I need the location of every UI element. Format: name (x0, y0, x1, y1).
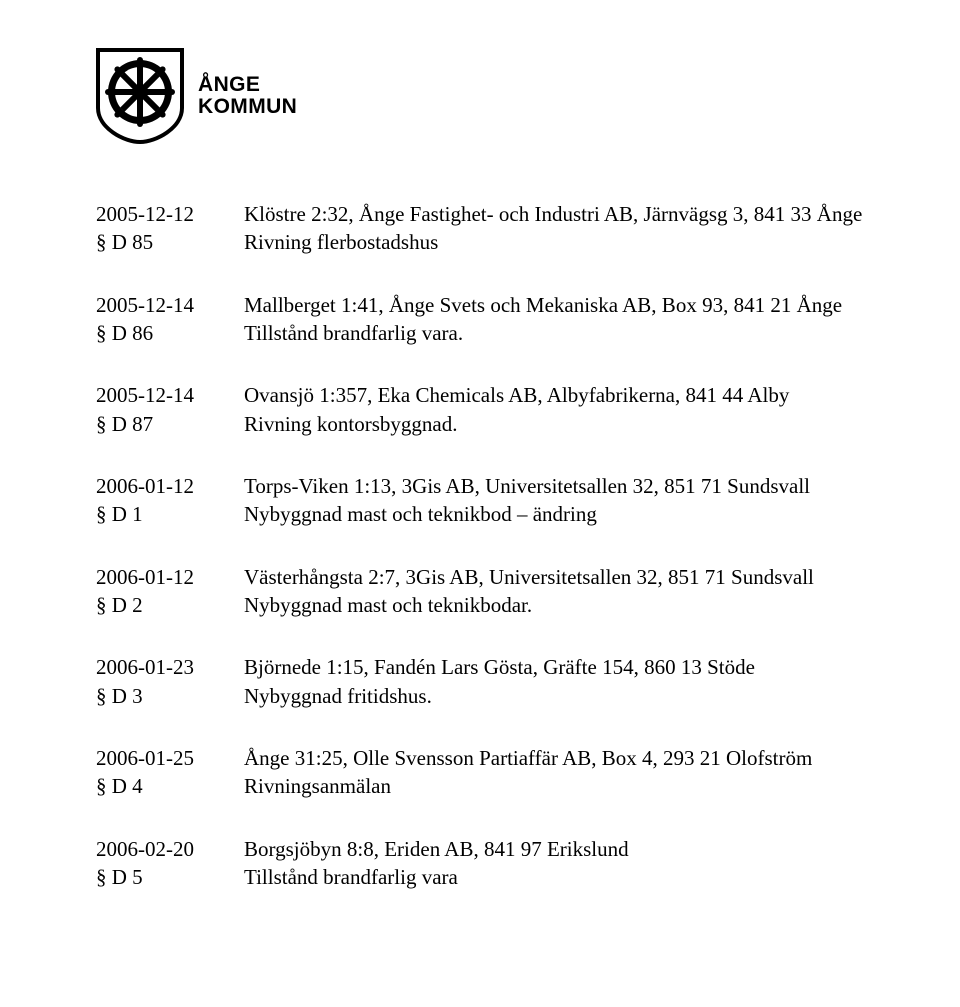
entry-meta: 2005-12-14 § D 87 (96, 381, 244, 438)
entry-title: Ånge 31:25, Olle Svensson Partiaffär AB,… (244, 744, 872, 772)
logo-line-2: KOMMUN (198, 95, 297, 118)
entry-body: Klöstre 2:32, Ånge Fastighet- och Indust… (244, 200, 872, 257)
entry-meta: 2005-12-14 § D 86 (96, 291, 244, 348)
entry-title: Torps-Viken 1:13, 3Gis AB, Universitetsa… (244, 472, 872, 500)
entry-desc: Tillstånd brandfarlig vara (244, 863, 872, 891)
entry-date: 2006-01-12 (96, 563, 244, 591)
entry-desc: Nybyggnad mast och teknikbodar. (244, 591, 872, 619)
entry-meta: 2006-01-12 § D 1 (96, 472, 244, 529)
entry-desc: Tillstånd brandfarlig vara. (244, 319, 872, 347)
entry-date: 2006-02-20 (96, 835, 244, 863)
entry-ref: § D 5 (96, 863, 244, 891)
entry-date: 2005-12-14 (96, 381, 244, 409)
list-item: 2005-12-12 § D 85 Klöstre 2:32, Ånge Fas… (96, 200, 872, 257)
municipality-shield-icon (96, 48, 184, 144)
document-page: ÅNGE KOMMUN 2005-12-12 § D 85 Klöstre 2:… (0, 0, 960, 892)
municipality-name: ÅNGE KOMMUN (198, 74, 297, 118)
entry-title: Klöstre 2:32, Ånge Fastighet- och Indust… (244, 200, 872, 228)
list-item: 2006-01-25 § D 4 Ånge 31:25, Olle Svenss… (96, 744, 872, 801)
list-item: 2005-12-14 § D 87 Ovansjö 1:357, Eka Che… (96, 381, 872, 438)
entry-ref: § D 85 (96, 228, 244, 256)
entry-body: Borgsjöbyn 8:8, Eriden AB, 841 97 Eriksl… (244, 835, 872, 892)
list-item: 2006-01-12 § D 2 Västerhångsta 2:7, 3Gis… (96, 563, 872, 620)
entry-meta: 2005-12-12 § D 85 (96, 200, 244, 257)
entry-desc: Rivning flerbostadshus (244, 228, 872, 256)
entry-meta: 2006-01-23 § D 3 (96, 653, 244, 710)
entry-body: Mallberget 1:41, Ånge Svets och Mekanisk… (244, 291, 872, 348)
entry-ref: § D 87 (96, 410, 244, 438)
entry-title: Mallberget 1:41, Ånge Svets och Mekanisk… (244, 291, 872, 319)
entry-ref: § D 86 (96, 319, 244, 347)
entry-desc: Nybyggnad mast och teknikbod – ändring (244, 500, 872, 528)
entry-meta: 2006-02-20 § D 5 (96, 835, 244, 892)
entry-desc: Rivningsanmälan (244, 772, 872, 800)
entry-date: 2005-12-14 (96, 291, 244, 319)
entry-date: 2006-01-12 (96, 472, 244, 500)
entry-date: 2006-01-25 (96, 744, 244, 772)
entry-ref: § D 1 (96, 500, 244, 528)
entry-title: Björnede 1:15, Fandén Lars Gösta, Gräfte… (244, 653, 872, 681)
entry-ref: § D 3 (96, 682, 244, 710)
entries-list: 2005-12-12 § D 85 Klöstre 2:32, Ånge Fas… (96, 200, 872, 892)
list-item: 2006-01-23 § D 3 Björnede 1:15, Fandén L… (96, 653, 872, 710)
entry-title: Borgsjöbyn 8:8, Eriden AB, 841 97 Eriksl… (244, 835, 872, 863)
entry-title: Västerhångsta 2:7, 3Gis AB, Universitets… (244, 563, 872, 591)
entry-title: Ovansjö 1:357, Eka Chemicals AB, Albyfab… (244, 381, 872, 409)
entry-ref: § D 2 (96, 591, 244, 619)
header-logo-block: ÅNGE KOMMUN (96, 48, 872, 144)
entry-meta: 2006-01-25 § D 4 (96, 744, 244, 801)
entry-date: 2005-12-12 (96, 200, 244, 228)
entry-desc: Rivning kontorsbyggnad. (244, 410, 872, 438)
entry-ref: § D 4 (96, 772, 244, 800)
entry-desc: Nybyggnad fritidshus. (244, 682, 872, 710)
entry-date: 2006-01-23 (96, 653, 244, 681)
list-item: 2006-01-12 § D 1 Torps-Viken 1:13, 3Gis … (96, 472, 872, 529)
entry-body: Ovansjö 1:357, Eka Chemicals AB, Albyfab… (244, 381, 872, 438)
entry-body: Torps-Viken 1:13, 3Gis AB, Universitetsa… (244, 472, 872, 529)
entry-body: Ånge 31:25, Olle Svensson Partiaffär AB,… (244, 744, 872, 801)
entry-body: Björnede 1:15, Fandén Lars Gösta, Gräfte… (244, 653, 872, 710)
entry-body: Västerhångsta 2:7, 3Gis AB, Universitets… (244, 563, 872, 620)
entry-meta: 2006-01-12 § D 2 (96, 563, 244, 620)
list-item: 2006-02-20 § D 5 Borgsjöbyn 8:8, Eriden … (96, 835, 872, 892)
list-item: 2005-12-14 § D 86 Mallberget 1:41, Ånge … (96, 291, 872, 348)
logo-line-1: ÅNGE (198, 73, 260, 96)
